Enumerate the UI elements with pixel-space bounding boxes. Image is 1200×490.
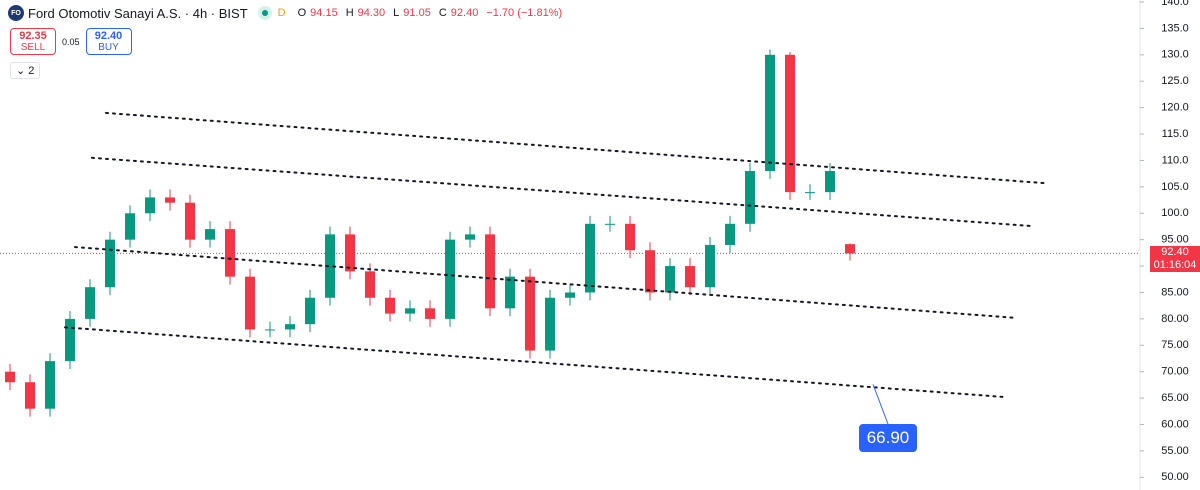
candle-body bbox=[725, 223, 735, 245]
candle-body bbox=[425, 308, 435, 319]
y-tick-label: 50.00 bbox=[1161, 471, 1189, 483]
candle-body bbox=[445, 239, 455, 319]
candle-body bbox=[605, 223, 615, 225]
candle-body bbox=[845, 244, 855, 254]
candle-body bbox=[585, 223, 595, 293]
candle-body bbox=[285, 324, 295, 330]
y-tick-label: 60.00 bbox=[1161, 418, 1189, 430]
y-tick-label: 110.0 bbox=[1162, 154, 1189, 166]
candle-body bbox=[305, 297, 315, 325]
candle-body bbox=[485, 234, 495, 309]
candle-body bbox=[705, 244, 715, 288]
symbol-header: FO Ford Otomotiv Sanayi A.S. · 4h · BIST… bbox=[8, 5, 566, 21]
buy-label: BUY bbox=[98, 42, 119, 53]
candle-body bbox=[405, 308, 415, 314]
candle-body bbox=[465, 234, 475, 240]
candle-body bbox=[805, 192, 815, 194]
candle-body bbox=[185, 202, 195, 240]
y-tick-label: 95.00 bbox=[1161, 234, 1189, 246]
sell-label: SELL bbox=[20, 42, 46, 53]
logo: FO bbox=[8, 5, 24, 21]
data-status: D bbox=[277, 7, 286, 19]
candle-body bbox=[105, 239, 115, 288]
candle-body bbox=[665, 266, 675, 293]
annotation-pointer bbox=[872, 384, 889, 425]
ohlc-key: C bbox=[438, 7, 447, 19]
trend-line bbox=[64, 326, 1006, 399]
indicators-toggle[interactable]: ⌄ 2 bbox=[10, 62, 41, 79]
y-tick-label: 115.0 bbox=[1162, 128, 1189, 140]
candle-body bbox=[645, 250, 655, 293]
candle-body bbox=[85, 287, 95, 319]
sell-button[interactable]: 92.35 SELL bbox=[10, 28, 56, 55]
candle-body bbox=[565, 292, 575, 298]
candle-body bbox=[525, 276, 535, 351]
candle-body bbox=[65, 318, 75, 362]
candle-body bbox=[125, 213, 135, 240]
y-tick-label: 70.00 bbox=[1161, 366, 1189, 378]
candle-body bbox=[25, 382, 35, 409]
candle-body bbox=[245, 276, 255, 330]
ohlc-key: O bbox=[297, 7, 307, 19]
buy-price: 92.40 bbox=[94, 30, 123, 42]
y-tick-label: 55.00 bbox=[1161, 445, 1189, 457]
candle-body bbox=[165, 197, 175, 203]
symbol-title[interactable]: Ford Otomotiv Sanayi A.S. · 4h · BIST bbox=[28, 5, 248, 21]
y-tick-label: 65.00 bbox=[1161, 392, 1189, 404]
sell-price: 92.35 bbox=[19, 30, 47, 42]
ohlc-key: H bbox=[345, 7, 354, 19]
candle-body bbox=[545, 297, 555, 351]
candle-body bbox=[345, 234, 355, 272]
y-tick-label: 100.0 bbox=[1161, 207, 1189, 219]
y-tick-label: 105.0 bbox=[1161, 181, 1189, 193]
ohlc-value: 91.05 bbox=[403, 7, 431, 19]
y-tick-label: 75.00 bbox=[1161, 339, 1189, 351]
buy-button[interactable]: 92.40 BUY bbox=[85, 28, 132, 55]
y-tick-label: 140.0 bbox=[1161, 0, 1189, 8]
market-status bbox=[257, 6, 272, 20]
last-price: 92.40 bbox=[1161, 246, 1189, 258]
y-tick-label: 130.0 bbox=[1161, 49, 1189, 61]
trade-panel: 92.35 SELL 0.05 92.40 BUY bbox=[10, 28, 132, 55]
y-tick-label: 85.00 bbox=[1161, 286, 1189, 298]
y-tick-label: 120.0 bbox=[1161, 102, 1189, 114]
candle-body bbox=[385, 297, 395, 314]
ohlc-value: 92.40 bbox=[450, 7, 479, 19]
ohlc-value: 94.15 bbox=[310, 7, 338, 19]
candle-body bbox=[365, 271, 375, 298]
countdown: 01:16:04 bbox=[1153, 259, 1197, 271]
price-change: −1.70 (−1.81%) bbox=[486, 7, 563, 19]
annotation[interactable]: 66.90 bbox=[859, 424, 917, 452]
candle-body bbox=[765, 54, 775, 172]
trend-line bbox=[74, 246, 1016, 319]
candle-body bbox=[205, 229, 215, 240]
candle-body bbox=[745, 171, 755, 224]
trend-line bbox=[105, 111, 1046, 185]
ohlc-value: 94.30 bbox=[357, 7, 386, 19]
trend-line bbox=[91, 156, 1031, 227]
y-tick-label: 80.00 bbox=[1161, 313, 1189, 325]
last-price-label: 92.40 01:16:04 bbox=[1150, 246, 1200, 272]
candle-body bbox=[685, 266, 695, 288]
y-tick-label: 125.0 bbox=[1161, 75, 1189, 87]
candle-body bbox=[325, 234, 335, 298]
candle-body bbox=[825, 171, 835, 193]
candle-body bbox=[625, 223, 635, 251]
indicator-count: 2 bbox=[28, 65, 35, 77]
candle-body bbox=[45, 361, 55, 409]
candle-body bbox=[785, 54, 795, 193]
candle-body bbox=[265, 329, 275, 331]
y-tick-label: 135.0 bbox=[1161, 22, 1189, 34]
candle-body bbox=[225, 229, 235, 277]
spread: 0.05 bbox=[62, 36, 80, 47]
candle-body bbox=[145, 197, 155, 214]
candle-body bbox=[5, 371, 15, 383]
candle-body bbox=[505, 276, 515, 309]
ohlc-key: L bbox=[393, 7, 400, 19]
